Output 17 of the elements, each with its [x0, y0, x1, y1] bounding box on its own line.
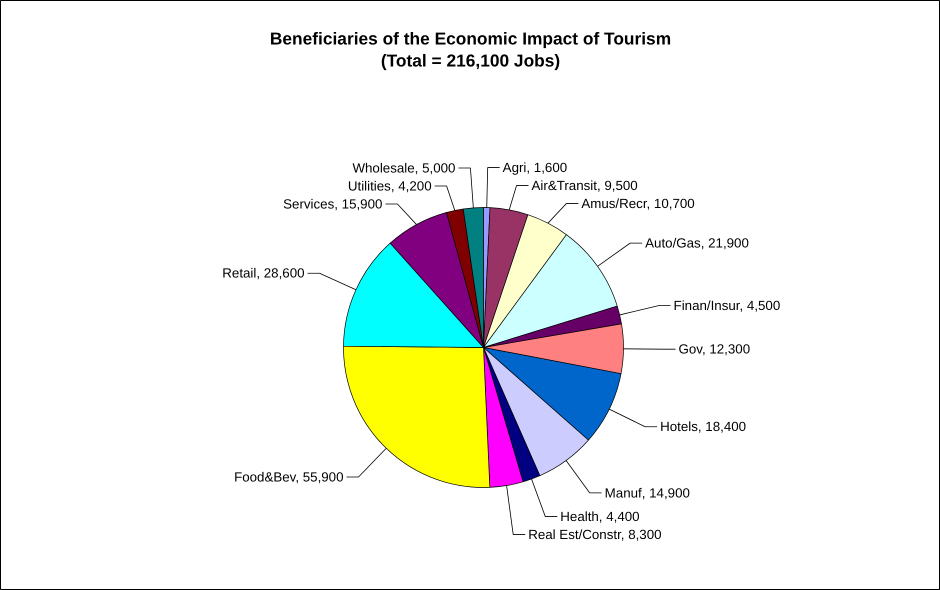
chart-title: Beneficiaries of the Economic Impact of Tourism — [270, 28, 672, 48]
slice-label: Gov, 12,300 — [678, 342, 750, 357]
slice-label: Food&Bev, 55,900 — [234, 470, 344, 485]
slice-label: Amus/Recr, 10,700 — [581, 196, 695, 212]
slice-label: Real Est/Constr, 8,300 — [528, 527, 662, 542]
slice-label: Hotels, 18,400 — [660, 419, 746, 434]
slice-label: Retail, 28,600 — [222, 266, 305, 281]
slice-label: Auto/Gas, 21,900 — [645, 236, 749, 251]
slice-label: Services, 15,900 — [283, 196, 382, 212]
slice-label: Health, 4,400 — [560, 509, 640, 524]
slice-label: Finan/Insur, 4,500 — [674, 298, 780, 314]
slice-label: Wholesale, 5,000 — [352, 160, 456, 176]
slice-label: Air&Transit, 9,500 — [532, 178, 638, 194]
slice-label: Agri, 1,600 — [502, 160, 568, 176]
slice-label: Manuf, 14,900 — [604, 485, 690, 500]
chart-subtitle: (Total = 216,100 Jobs) — [380, 50, 560, 70]
slice-label: Utilities, 4,200 — [348, 178, 432, 194]
